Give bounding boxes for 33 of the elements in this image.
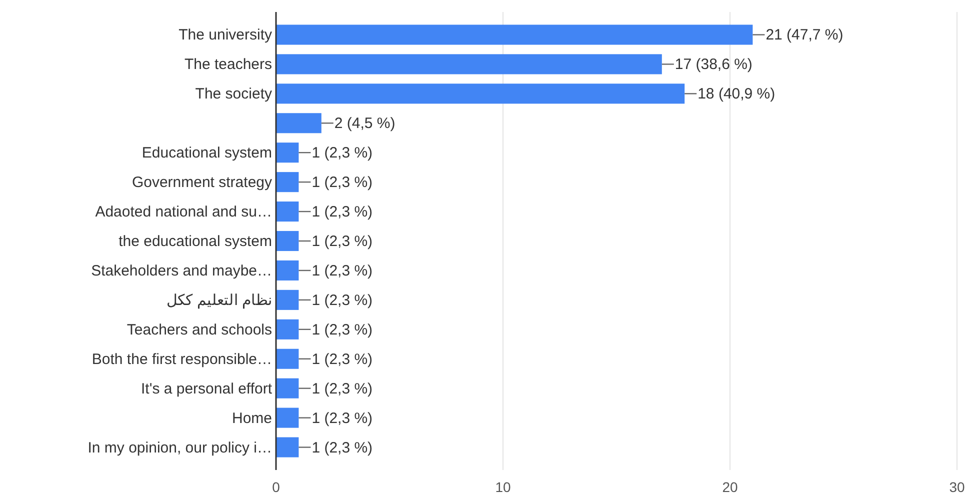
category: The society	[195, 86, 272, 103]
value-label: 1 (2,3 %)	[312, 410, 373, 427]
category: Educational system	[142, 144, 272, 162]
category: the educational system	[118, 233, 272, 250]
category: Adaoted national and su…	[95, 204, 272, 221]
category: The university	[178, 26, 272, 44]
value-label: 1 (2,3 %)	[312, 144, 373, 162]
category: Stakeholders and maybe…	[91, 262, 272, 280]
value-label: 1 (2,3 %)	[312, 174, 373, 192]
x-tick: 0	[272, 479, 280, 495]
category: Both the first responsible…	[92, 350, 272, 368]
value-label: 1 (2,3 %)	[312, 439, 373, 456]
category: Government strategy	[132, 174, 272, 192]
value-label: 1 (2,3 %)	[312, 350, 373, 368]
value-label: 1 (2,3 %)	[312, 380, 373, 398]
category: It's a personal effort	[141, 380, 272, 398]
value-label: 1 (2,3 %)	[312, 262, 373, 280]
category: Home	[232, 410, 272, 427]
x-tick: 10	[495, 479, 511, 495]
value-label: 18 (40,9 %)	[698, 86, 776, 103]
category: نظام التعليم ككل	[166, 292, 272, 309]
value-label: 17 (38,6 %)	[674, 56, 752, 74]
value-label: 2 (4,5 %)	[334, 115, 396, 132]
category: Teachers and schools	[126, 321, 272, 338]
x-tick: 30	[949, 479, 965, 495]
category: In my opinion, our policy i…	[88, 439, 272, 456]
value-label: 1 (2,3 %)	[312, 233, 373, 250]
value-label: 1 (2,3 %)	[312, 292, 373, 309]
value-label: 21 (47,7 %)	[766, 26, 844, 44]
value-label: 1 (2,3 %)	[312, 321, 373, 338]
value-label: 1 (2,3 %)	[312, 204, 373, 221]
x-tick: 20	[722, 479, 738, 495]
category: The teachers	[184, 56, 272, 74]
